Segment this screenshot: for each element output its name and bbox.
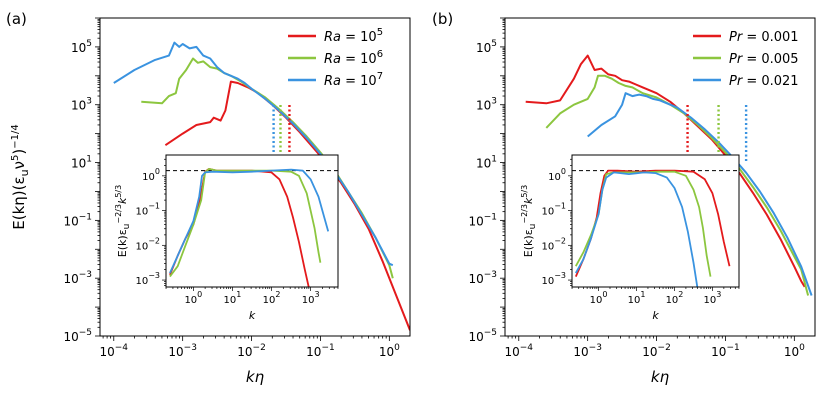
- panel-a: (a) 10−4 10−3 10−2 10−1 100 10−5 10−3 10−1 101 103…: [6, 10, 411, 386]
- x-axis-label: kη: [651, 368, 670, 386]
- y-tick-label: 10−1: [63, 212, 92, 228]
- inset: 100 101 102 103 10−3 10−2 10−1 100 k E(k)εu−2/3k5…: [114, 154, 339, 322]
- inset-bg: [572, 155, 739, 287]
- inset-y-tick-label: 100: [548, 167, 566, 183]
- y-tick-label: 101: [476, 155, 497, 171]
- series-line-2: [113, 41, 394, 267]
- inset-series-line-2: [575, 171, 699, 287]
- legend-label-2: Ra = 107: [324, 71, 383, 89]
- inset-x-tick-label: 101: [628, 290, 646, 306]
- inset-x-tick-label: 100: [184, 290, 202, 306]
- inset-x-tick-label: 103: [302, 290, 320, 306]
- y-tick-label: 103: [71, 97, 92, 113]
- inset-x-tick-label: 102: [263, 290, 281, 306]
- panel-label: (a): [6, 10, 27, 28]
- inset-x-axis-label: k: [249, 309, 256, 322]
- x-tick-label: 10−3: [168, 343, 197, 359]
- legend-label-2: Pr = 0.021: [729, 74, 799, 89]
- x-tick-label: 100: [784, 343, 805, 359]
- inset-y-axis-label: E(k)εu−2/3k5/3: [114, 185, 132, 257]
- series-line-1: [545, 74, 810, 296]
- series-line-2: [587, 92, 813, 296]
- x-tick-label: 10−1: [306, 343, 335, 359]
- x-tick-label: 10−2: [237, 343, 266, 359]
- y-axis-label: E(kη)(εuν5)−1/4: [10, 124, 31, 229]
- series-line-0: [525, 54, 806, 288]
- y-tick-label: 105: [476, 39, 497, 55]
- y-tick-label: 10−5: [63, 328, 92, 344]
- inset: 100 101 102 103 10−3 10−2 10−1 100 k E(k)εu−2/3k5…: [520, 154, 740, 322]
- legend-label-0: Ra = 105: [324, 27, 383, 45]
- legend-label-1: Ra = 106: [324, 49, 383, 67]
- y-tick-label: 10−3: [468, 270, 497, 286]
- axes-frame: [504, 17, 816, 337]
- y-tick-label: 10−3: [63, 270, 92, 286]
- inset-y-tick-label: 10−1: [135, 202, 160, 218]
- inset-series-line-1: [169, 168, 322, 278]
- inset-x-axis-label: k: [652, 309, 659, 322]
- y-tick-label: 10−5: [468, 328, 497, 344]
- panel-b: (b) 10−4 10−3 10−2 10−1 100 10−5 10−3 10−1 101 103…: [432, 10, 816, 386]
- legend-label-0: Pr = 0.001: [729, 30, 799, 45]
- inset-y-axis-label: E(k)εu−2/3k5/3: [520, 185, 538, 257]
- inset-x-tick-label: 101: [224, 290, 242, 306]
- inset-series-line-2: [169, 168, 330, 274]
- x-tick-label: 10−4: [504, 343, 533, 359]
- inset-y-tick-label: 100: [142, 167, 160, 183]
- inset-x-tick-label: 100: [590, 290, 608, 306]
- inset-x-tick-label: 102: [666, 290, 684, 306]
- x-tick-label: 10−1: [711, 343, 740, 359]
- legend-label-1: Pr = 0.005: [729, 52, 799, 67]
- x-tick-label: 10−3: [573, 343, 602, 359]
- y-tick-label: 10−1: [468, 212, 497, 228]
- x-axis-label: kη: [246, 368, 265, 386]
- axes-frame: [99, 17, 411, 337]
- inset-y-tick-label: 10−3: [541, 271, 566, 287]
- y-tick-label: 105: [71, 39, 92, 55]
- panel-label: (b): [432, 10, 453, 28]
- y-tick-label: 101: [71, 155, 92, 171]
- inset-y-tick-label: 10−3: [135, 271, 160, 287]
- x-tick-label: 10−4: [99, 343, 128, 359]
- x-tick-label: 10−2: [642, 343, 671, 359]
- x-tick-label: 100: [379, 343, 400, 359]
- inset-x-tick-label: 103: [704, 290, 722, 306]
- inset-y-tick-label: 10−2: [135, 236, 160, 252]
- inset-y-tick-label: 10−2: [541, 236, 566, 252]
- inset-y-tick-label: 10−1: [541, 202, 566, 218]
- y-tick-label: 103: [476, 97, 497, 113]
